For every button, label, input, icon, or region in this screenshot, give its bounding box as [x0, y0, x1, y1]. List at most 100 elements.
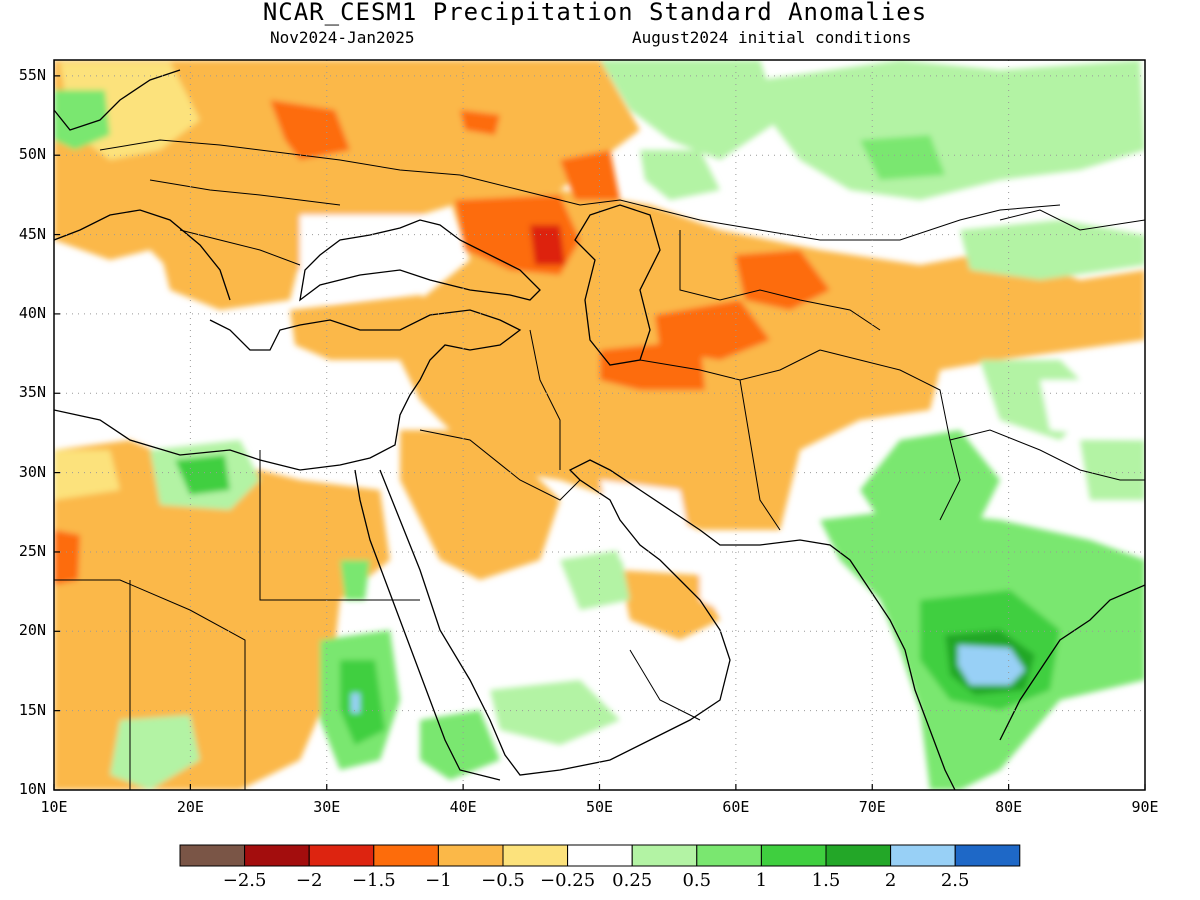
dry-area-central-asia: [400, 190, 1145, 530]
anomaly-field: [54, 60, 1145, 790]
lat-tick-label: 45N: [18, 224, 46, 243]
colorbar-label: 1.5: [811, 870, 841, 891]
wet-area-chad: [110, 715, 200, 790]
mediterranean-coast: [54, 309, 522, 471]
red-sea-west-coast: [354, 469, 501, 781]
colorbar-label: −2: [295, 870, 323, 891]
colorbar-swatch: [760, 844, 827, 867]
dry-area-balkans: [160, 240, 300, 310]
wet-core-altai: [860, 135, 945, 180]
lon-tick-label: 60E: [722, 798, 750, 816]
lon-tick-label: 80E: [995, 798, 1023, 816]
wet-area-egypt: [340, 560, 370, 600]
colorbar-label: −0.25: [540, 870, 596, 891]
neutral-black-sea: [300, 215, 440, 300]
strong-dry-west-africa: [54, 530, 80, 585]
colorbar-label: 0.25: [612, 870, 653, 891]
lat-tick-label: 15N: [18, 700, 46, 719]
forecast-period: Nov2024-Jan2025: [270, 28, 415, 47]
colorbar-label: −2.5: [222, 870, 267, 891]
lat-tick-label: 40N: [18, 303, 46, 322]
lat-tick-label: 30N: [18, 462, 46, 481]
border-iraq-iran: [529, 329, 561, 470]
lon-tick-label: 40E: [449, 798, 477, 816]
border-uzbekistan: [679, 230, 881, 331]
neutral-gulf: [600, 480, 690, 560]
very-dry-caucasus-core: [530, 225, 565, 265]
extreme-wet-sudan: [351, 693, 360, 713]
border-afghanistan-pakistan: [819, 349, 961, 521]
colorbar-label: −1: [425, 870, 452, 891]
strong-wet-sudan: [340, 660, 385, 745]
lon-tick-label: 20E: [176, 798, 204, 816]
colorbar-label: −1.5: [351, 870, 396, 891]
wet-area-british-isles: [54, 90, 110, 150]
arabia-india-coast: [379, 459, 956, 790]
border-iran-afghanistan: [739, 379, 781, 531]
colorbar: [179, 844, 1021, 867]
colorbar-swatch: [502, 844, 569, 867]
lon-tick-label: 90E: [1131, 798, 1159, 816]
dry-area-north-africa: [54, 440, 390, 790]
colorbar-swatch: [308, 844, 375, 867]
dry-area-russia-north: [460, 110, 500, 135]
wet-area-siberia-east: [760, 60, 1145, 200]
colorbar-swatch: [954, 844, 1021, 867]
adriatic-coast: [54, 209, 231, 301]
neutral-himalaya: [1040, 380, 1145, 440]
colorbar-label: 1: [755, 870, 768, 891]
wet-area-siberia-west: [600, 60, 780, 160]
lat-tick-label: 25N: [18, 541, 46, 560]
weak-dry-algeria: [54, 450, 120, 500]
baltic-coast: [54, 60, 181, 131]
colorbar-swatch: [696, 844, 762, 867]
lat-tick-label: 10N: [18, 780, 46, 798]
colorbar-swatch: [244, 844, 310, 867]
border-egypt-libya: [259, 450, 420, 601]
lat-tick-label: 50N: [18, 145, 46, 164]
tick-marks: [53, 75, 1146, 791]
lon-tick-label: 30E: [313, 798, 341, 816]
initial-conditions: August2024 initial conditions: [632, 28, 912, 47]
border-chad-niger: [54, 579, 246, 790]
strong-dry-uzbekistan: [735, 250, 830, 310]
colorbar-swatch: [567, 844, 633, 867]
country-borders: [54, 139, 1145, 790]
colorbar-label: 0.5: [682, 870, 712, 891]
wet-area-nepal: [1080, 440, 1145, 500]
bay-of-bengal-coast: [999, 584, 1145, 741]
colorbar-swatch: [890, 844, 956, 867]
dry-area-oman: [620, 570, 720, 640]
border-yemen-oman: [629, 649, 701, 721]
strong-wet-libya: [175, 455, 230, 495]
colorbar-label: −0.5: [481, 870, 525, 891]
strong-dry-iran-north: [600, 340, 705, 390]
colorbar-label: 2: [884, 870, 897, 891]
dry-area-poland: [270, 100, 350, 160]
colorbar-swatch: [373, 844, 439, 867]
colorbar-swatch: [437, 844, 504, 867]
colorbar-label: 2.5: [940, 870, 970, 891]
lon-tick-label: 50E: [585, 798, 614, 816]
colorbar-swatch: [825, 844, 892, 867]
map-title: NCAR_CESM1 Precipitation Standard Anomal…: [262, 0, 928, 26]
border-balkans: [179, 229, 301, 266]
lat-tick-label: 55N: [18, 65, 46, 84]
border-saudi-north: [419, 429, 581, 501]
strong-dry-kazakhstan-west: [560, 150, 620, 200]
border-india-china: [949, 429, 1145, 481]
wet-area-yemen: [490, 680, 620, 745]
black-sea-coast: [299, 219, 541, 302]
border-central-europe: [99, 139, 461, 176]
dry-area-arabia-north: [400, 430, 560, 580]
colorbar-swatch: [631, 844, 698, 867]
colorbar-swatch: [179, 844, 246, 867]
wet-area-arabia-south: [560, 550, 630, 610]
dry-area-turkey: [290, 295, 520, 380]
neutral-arabian-sea-north: [700, 540, 830, 620]
lat-tick-label: 20N: [18, 621, 46, 640]
lon-tick-label: 70E: [858, 798, 886, 816]
border-mongolia: [999, 209, 1145, 231]
border-kazakhstan-russia: [459, 174, 1061, 241]
